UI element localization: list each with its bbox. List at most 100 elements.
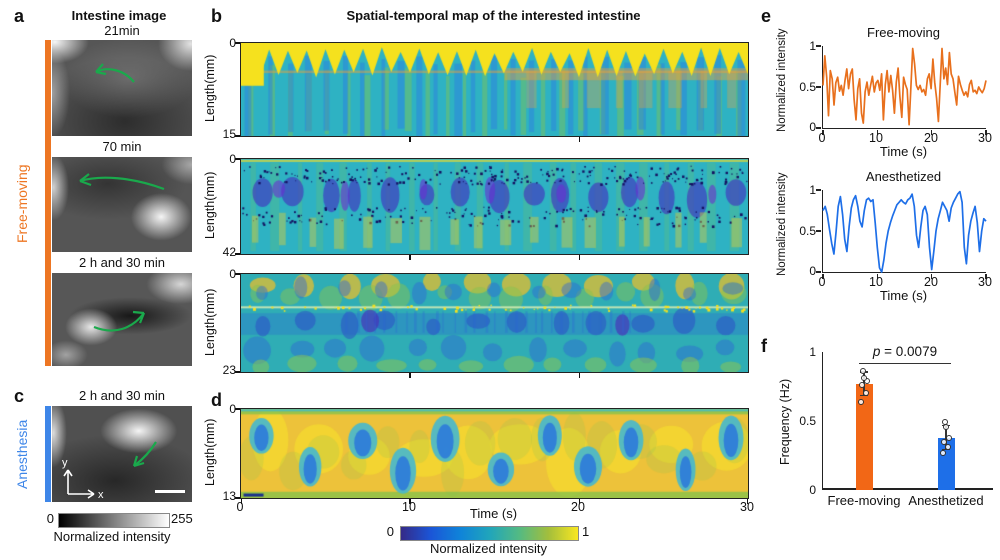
parula-cbar-title: Normalized intensity bbox=[429, 541, 548, 556]
b-map2-ytick-bottom: 42 bbox=[222, 245, 236, 259]
panel-f-letter: f bbox=[761, 336, 767, 356]
e1-xtick-0: 0 bbox=[818, 131, 826, 145]
b-map3-ytick-top: 0 bbox=[229, 267, 236, 281]
e2-xtick-30: 30 bbox=[978, 275, 992, 289]
spatiotemporal-heatmap-3 bbox=[235, 273, 749, 378]
e2-ylabel: Normalized intensity bbox=[776, 172, 788, 276]
e1-ytick-0: 0 bbox=[809, 120, 816, 134]
b-map1-ytick-top: 0 bbox=[229, 36, 236, 50]
anesthesia-color-bar bbox=[45, 406, 51, 502]
panel-e-letter: e bbox=[761, 6, 772, 26]
e1-title: Free-moving bbox=[867, 25, 940, 40]
significance-line bbox=[859, 363, 951, 365]
panel-a-letter: a bbox=[14, 6, 25, 26]
anesthetized-line-plot bbox=[816, 189, 987, 279]
panel-b-letter: b bbox=[211, 6, 222, 26]
d-xtick-20: 20 bbox=[571, 500, 585, 514]
panel-d-letter: d bbox=[211, 390, 222, 410]
scale-bar bbox=[155, 489, 185, 493]
time-label-1: 21min bbox=[104, 23, 140, 38]
b-map1-ytick-bottom: 15 bbox=[222, 127, 236, 141]
d-map-ytick-top: 0 bbox=[229, 402, 236, 416]
data-point bbox=[864, 377, 870, 384]
spatiotemporal-heatmap-d bbox=[235, 408, 749, 504]
b-map2-ylabel: Length(mm) bbox=[203, 171, 217, 240]
parula-cbar-max: 1 bbox=[582, 524, 590, 539]
data-point bbox=[859, 382, 865, 389]
spatiotemporal-heatmap-2 bbox=[235, 158, 749, 260]
d-xtick-30: 30 bbox=[740, 500, 754, 514]
data-point bbox=[942, 419, 948, 426]
data-point bbox=[858, 398, 864, 405]
f-category-anesthetized: Anesthetized bbox=[908, 493, 984, 508]
anesthesia-group-label: Anesthesia bbox=[14, 419, 30, 489]
e2-ytick-1: 1 bbox=[809, 183, 816, 197]
free-moving-color-bar bbox=[45, 40, 51, 366]
e1-xlabel: Time (s) bbox=[879, 144, 928, 159]
b-map1-ylabel: Length(mm) bbox=[203, 54, 217, 123]
d-map-ylabel: Length(mm) bbox=[203, 418, 217, 487]
gray-cbar-title: Normalized intensity bbox=[53, 529, 171, 544]
axis-x-label: x bbox=[98, 489, 104, 500]
motion-arrow-icon bbox=[132, 441, 157, 468]
panel-a-title: Intestine image bbox=[71, 8, 167, 23]
time-label-3: 2 h and 30 min bbox=[78, 255, 165, 270]
d-xlabel: Time (s) bbox=[469, 506, 518, 521]
panel-b-title: Spatial-temporal map of the interested i… bbox=[346, 8, 641, 23]
intestine-image-21min bbox=[52, 40, 192, 136]
panel-c-letter: c bbox=[14, 386, 25, 406]
bar-Free-moving bbox=[855, 383, 873, 490]
e2-xtick-20: 20 bbox=[924, 275, 938, 289]
b-map3-ylabel: Length(mm) bbox=[203, 288, 217, 356]
intestine-image-70min bbox=[52, 157, 192, 252]
spatiotemporal-heatmap-1 bbox=[235, 42, 749, 142]
b-map3-ytick-bottom: 23 bbox=[222, 363, 236, 377]
d-map-ytick-bottom: 13 bbox=[222, 489, 236, 503]
e1-xtick-20: 20 bbox=[924, 131, 938, 145]
e2-xlabel: Time (s) bbox=[879, 288, 928, 303]
f-ytick-0: 0 bbox=[809, 483, 816, 497]
x-axis-line bbox=[823, 488, 993, 490]
gray-cbar-min: 0 bbox=[46, 511, 54, 526]
data-point bbox=[861, 375, 867, 382]
parula-cbar-min: 0 bbox=[386, 524, 394, 539]
e1-xtick-30: 30 bbox=[978, 131, 992, 145]
xy-axis-icon: y x bbox=[62, 457, 104, 500]
f-ytick-05: 0.5 bbox=[799, 414, 816, 428]
e1-ytick-05: 0.5 bbox=[799, 80, 816, 94]
time-label-2: 70 min bbox=[102, 139, 142, 154]
data-point bbox=[945, 444, 951, 451]
axis-y-label: y bbox=[62, 457, 68, 469]
e2-xtick-0: 0 bbox=[818, 275, 826, 289]
data-point bbox=[941, 438, 947, 445]
free-moving-group-label: Free-moving bbox=[14, 164, 30, 244]
motion-arrow-icon bbox=[79, 173, 165, 191]
e2-title: Anesthetized bbox=[865, 169, 942, 184]
grayscale-colorbar bbox=[58, 513, 170, 528]
e2-ytick-0: 0 bbox=[809, 264, 816, 278]
f-ytick-1: 1 bbox=[809, 345, 816, 359]
f-ylabel: Frequency (Hz) bbox=[778, 378, 792, 466]
e2-ytick-05: 0.5 bbox=[799, 224, 816, 238]
intestine-image-anesthesia: y x bbox=[52, 406, 192, 502]
p-value: p = 0.0079 bbox=[872, 344, 938, 359]
parula-colorbar bbox=[400, 526, 579, 541]
data-point bbox=[946, 434, 952, 441]
frequency-bar-chart: p = 0.0079 bbox=[822, 344, 993, 490]
f-category-free-moving: Free-moving bbox=[827, 493, 901, 508]
data-point bbox=[863, 390, 869, 397]
intestine-image-2h30min bbox=[52, 273, 192, 366]
gray-cbar-max: 255 bbox=[171, 511, 193, 526]
e1-ylabel: Normalized intensity bbox=[776, 28, 788, 132]
d-xtick-0: 0 bbox=[236, 500, 244, 514]
b-map2-ytick-top: 0 bbox=[229, 152, 236, 166]
e1-ytick-1: 1 bbox=[809, 39, 816, 53]
panel-c-title: 2 h and 30 min bbox=[78, 388, 165, 403]
e1-xtick-10: 10 bbox=[869, 131, 883, 145]
d-xtick-10: 10 bbox=[402, 500, 416, 514]
data-point bbox=[940, 449, 946, 456]
data-point bbox=[860, 368, 866, 375]
motion-arrow-icon bbox=[95, 63, 135, 83]
motion-arrow-icon bbox=[93, 310, 146, 332]
